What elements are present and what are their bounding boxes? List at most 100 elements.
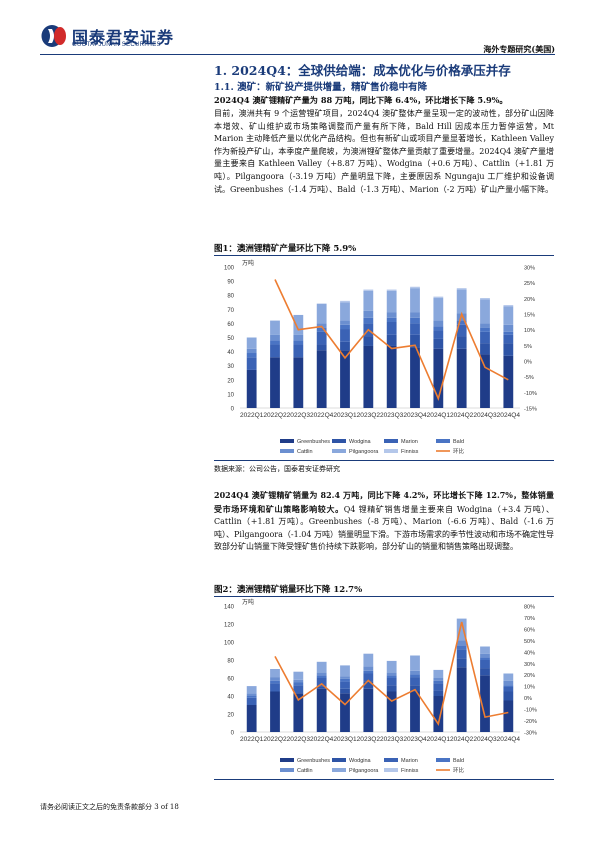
- bar-wodgina-2023Q2: [363, 681, 374, 689]
- y2-tick-label: 20%: [524, 297, 535, 303]
- bar-marion-2022Q1: [246, 697, 257, 705]
- y2-tick-label: 15%: [524, 313, 535, 319]
- legend-label: Bald: [453, 758, 464, 764]
- bar-pilgangoora-2023Q1: [340, 302, 350, 321]
- y-tick-label: 0: [231, 731, 235, 737]
- bar-pilgangoora-2024Q1: [433, 669, 444, 678]
- y2-tick-label: -20%: [524, 719, 537, 725]
- y-tick-label: 90: [227, 280, 234, 286]
- y-tick-label: 60: [227, 322, 234, 328]
- bar-marion-2022Q4: [316, 678, 327, 687]
- y2-tick-label: 30%: [524, 662, 535, 668]
- bar-wodgina-2023Q4: [410, 334, 420, 348]
- bar-greenbushes-2024Q2: [456, 348, 467, 408]
- bar-cattlin-2024Q4: [503, 324, 514, 332]
- bar-bald-2024Q3: [480, 657, 490, 660]
- bar-marion-2024Q3: [480, 331, 490, 344]
- y-tick-label: 50: [227, 336, 234, 342]
- legend-swatch-pilgangoora: [332, 768, 346, 772]
- production-chart: 0 10 20 30 40 50 60 70 80 90 100 万吨 -15% -10% -5% 0% 5% 1…: [224, 259, 537, 455]
- y2-tick-label: 50%: [524, 639, 535, 645]
- guotai-junan-logo-icon: [41, 25, 66, 47]
- bar-wodgina-2023Q1: [340, 688, 350, 694]
- legend-swatch-wodgina: [332, 758, 346, 762]
- bar-marion-2024Q1: [433, 330, 444, 339]
- bar-pilgangoora-2022Q4: [316, 661, 327, 673]
- y2-tick-label: -10%: [524, 708, 537, 714]
- bar-pilgangoora-2023Q3: [386, 290, 397, 313]
- legend-swatch-greenbushes: [280, 439, 294, 443]
- legend-label: Marion: [401, 758, 418, 764]
- y-tick-label: 30: [227, 364, 234, 370]
- qoq-line: [274, 621, 509, 726]
- legend-label: Wodgina: [349, 439, 372, 445]
- bar-pilgangoora-2022Q3: [293, 671, 304, 680]
- bar-finniss-2024Q2: [456, 288, 467, 290]
- bar-wodgina-2024Q3: [480, 343, 490, 355]
- bar-bald-2022Q4: [316, 675, 327, 678]
- bar-greenbushes-2022Q1: [246, 369, 257, 408]
- report-type-label: 海外专题研究(美国): [483, 44, 555, 54]
- bar-wodgina-2024Q2: [456, 658, 467, 668]
- legend-label: Cattlin: [297, 449, 313, 455]
- bar-bald-2024Q1: [433, 326, 444, 331]
- bar-bald-2022Q3: [293, 340, 304, 345]
- legend-swatch-marion: [384, 758, 398, 762]
- legend-label: Wodgina: [349, 758, 372, 764]
- bar-finniss-2024Q1: [433, 296, 444, 299]
- bar-greenbushes-2024Q1: [433, 696, 444, 732]
- bar-finniss-2023Q2: [363, 289, 374, 291]
- y-tick-label: 10: [227, 392, 234, 398]
- bar-pilgangoora-2024Q4: [503, 673, 514, 681]
- bar-greenbushes-2023Q1: [340, 693, 350, 732]
- legend-label: 环比: [453, 447, 465, 455]
- bar-cattlin-2023Q3: [386, 312, 397, 318]
- bar-finniss-2024Q3: [480, 298, 490, 300]
- bar-wodgina-2024Q3: [480, 668, 490, 676]
- bar-pilgangoora-2022Q2: [270, 669, 280, 678]
- bar-greenbushes-2023Q2: [363, 345, 374, 408]
- bar-pilgangoora-2022Q1: [246, 337, 257, 349]
- bar-bald-2023Q1: [340, 324, 350, 330]
- bar-greenbushes-2023Q1: [340, 350, 350, 408]
- y2-tick-label: -30%: [524, 731, 537, 737]
- bar-marion-2023Q4: [410, 677, 420, 686]
- y-tick-label: 60: [227, 677, 234, 683]
- bar-bald-2024Q3: [480, 327, 490, 332]
- legend-label: Pilgangoora: [349, 449, 379, 455]
- bar-greenbushes-2024Q4: [503, 355, 514, 408]
- bar-greenbushes-2023Q2: [363, 688, 374, 732]
- bar-wodgina-2024Q2: [456, 336, 467, 349]
- bar-pilgangoora-2022Q3: [293, 314, 304, 335]
- figure1-top-rule: [214, 255, 554, 256]
- legend-swatch-greenbushes: [280, 758, 294, 762]
- y-tick-label: 20: [227, 378, 234, 384]
- bar-pilgangoora-2024Q3: [480, 646, 490, 654]
- legend-label: 环比: [453, 766, 465, 774]
- bar-pilgangoora-2024Q3: [480, 299, 490, 324]
- bar-wodgina-2022Q4: [316, 344, 327, 351]
- bar-pilgangoora-2023Q1: [340, 665, 350, 677]
- header-divider: [40, 54, 555, 55]
- bar-marion-2024Q1: [433, 683, 444, 691]
- y-tick-label: 40: [227, 695, 234, 701]
- y2-tick-label: 25%: [524, 281, 535, 287]
- bar-greenbushes-2023Q4: [410, 691, 420, 732]
- legend-swatch-marion: [384, 439, 398, 443]
- bar-marion-2023Q1: [340, 681, 350, 689]
- bar-wodgina-2022Q4: [316, 686, 327, 689]
- y2-tick-label: 80%: [524, 605, 535, 611]
- bar-bald-2022Q2: [270, 680, 280, 684]
- bar-wodgina-2023Q4: [410, 685, 420, 692]
- bar-marion-2023Q4: [410, 323, 420, 335]
- y-tick-label: 120: [224, 623, 235, 629]
- bar-cattlin-2022Q3: [293, 679, 304, 683]
- production-summary-lead: 2024Q4 澳矿锂精矿产量为 88 万吨，同比下降 6.4%，环比增长下降 5…: [214, 95, 508, 105]
- y2-tick-label: 0%: [524, 696, 532, 702]
- bar-finniss-2023Q3: [386, 289, 397, 291]
- legend-swatch-cattlin: [280, 449, 294, 453]
- bar-pilgangoora-2023Q3: [386, 660, 397, 673]
- bar-bald-2023Q1: [340, 678, 350, 682]
- bar-marion-2023Q3: [386, 321, 397, 335]
- bar-pilgangoora-2023Q2: [363, 653, 374, 667]
